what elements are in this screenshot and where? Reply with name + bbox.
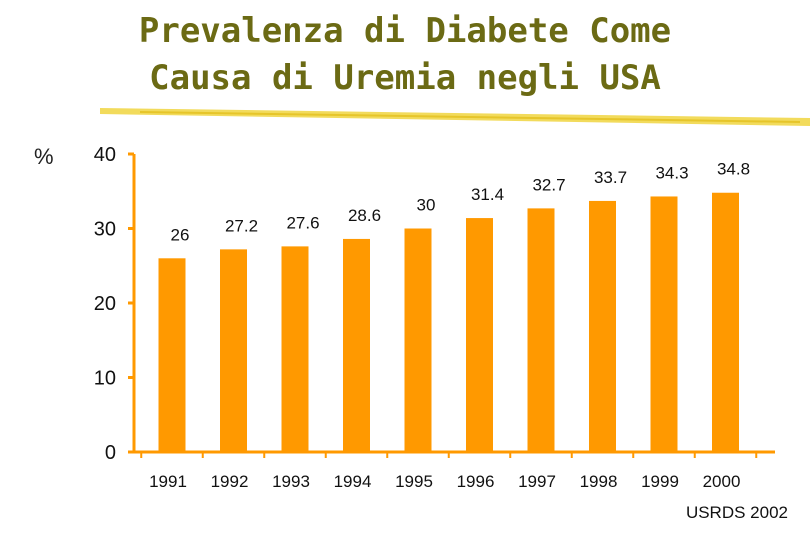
bar [650, 196, 678, 452]
x-category-label: 1997 [518, 472, 556, 491]
bar [527, 208, 555, 452]
chart-title-line-1: Prevalenza di Diabete Come [138, 11, 672, 51]
x-category-label: 1993 [272, 472, 310, 491]
source-note: USRDS 2002 [685, 503, 788, 522]
data-label: 34.3 [655, 163, 688, 182]
y-tick-label: 30 [94, 219, 116, 241]
bar [589, 200, 616, 452]
data-label: 31.4 [471, 185, 504, 204]
bar [712, 192, 739, 453]
y-axis-label: % [34, 144, 54, 169]
chart-title-line-2: Causa di Uremia negli USA [149, 58, 661, 98]
y-tick-label: 10 [94, 368, 116, 390]
y-tick-label: 0 [105, 442, 116, 464]
data-label: 26 [171, 225, 190, 244]
data-label: 34.8 [717, 160, 750, 179]
bar [281, 246, 309, 452]
x-category-label: 1996 [457, 472, 495, 491]
data-label: 32.7 [532, 175, 565, 194]
y-tick-label: 20 [94, 293, 116, 315]
x-category-label: 1998 [580, 472, 618, 491]
title-underline-decoration [100, 108, 810, 126]
x-category-label: 1992 [211, 472, 249, 491]
y-tick-label: 40 [94, 144, 116, 166]
chart-title: Prevalenza di Diabete Come Causa di Urem… [60, 8, 750, 102]
bar [343, 238, 370, 452]
bar [404, 228, 432, 452]
bar [466, 218, 493, 452]
x-category-label: 2000 [703, 472, 741, 491]
bar [158, 258, 186, 452]
data-label: 28.6 [348, 206, 381, 225]
data-label: 27.2 [225, 216, 258, 235]
data-label: 33.7 [594, 168, 627, 187]
x-category-label: 1994 [334, 472, 372, 491]
x-category-label: 1995 [395, 472, 433, 491]
x-category-label: 1991 [149, 472, 187, 491]
bar [220, 249, 247, 452]
data-label: 30 [417, 196, 436, 215]
data-label: 27.6 [286, 213, 319, 232]
x-category-label: 1999 [641, 472, 679, 491]
